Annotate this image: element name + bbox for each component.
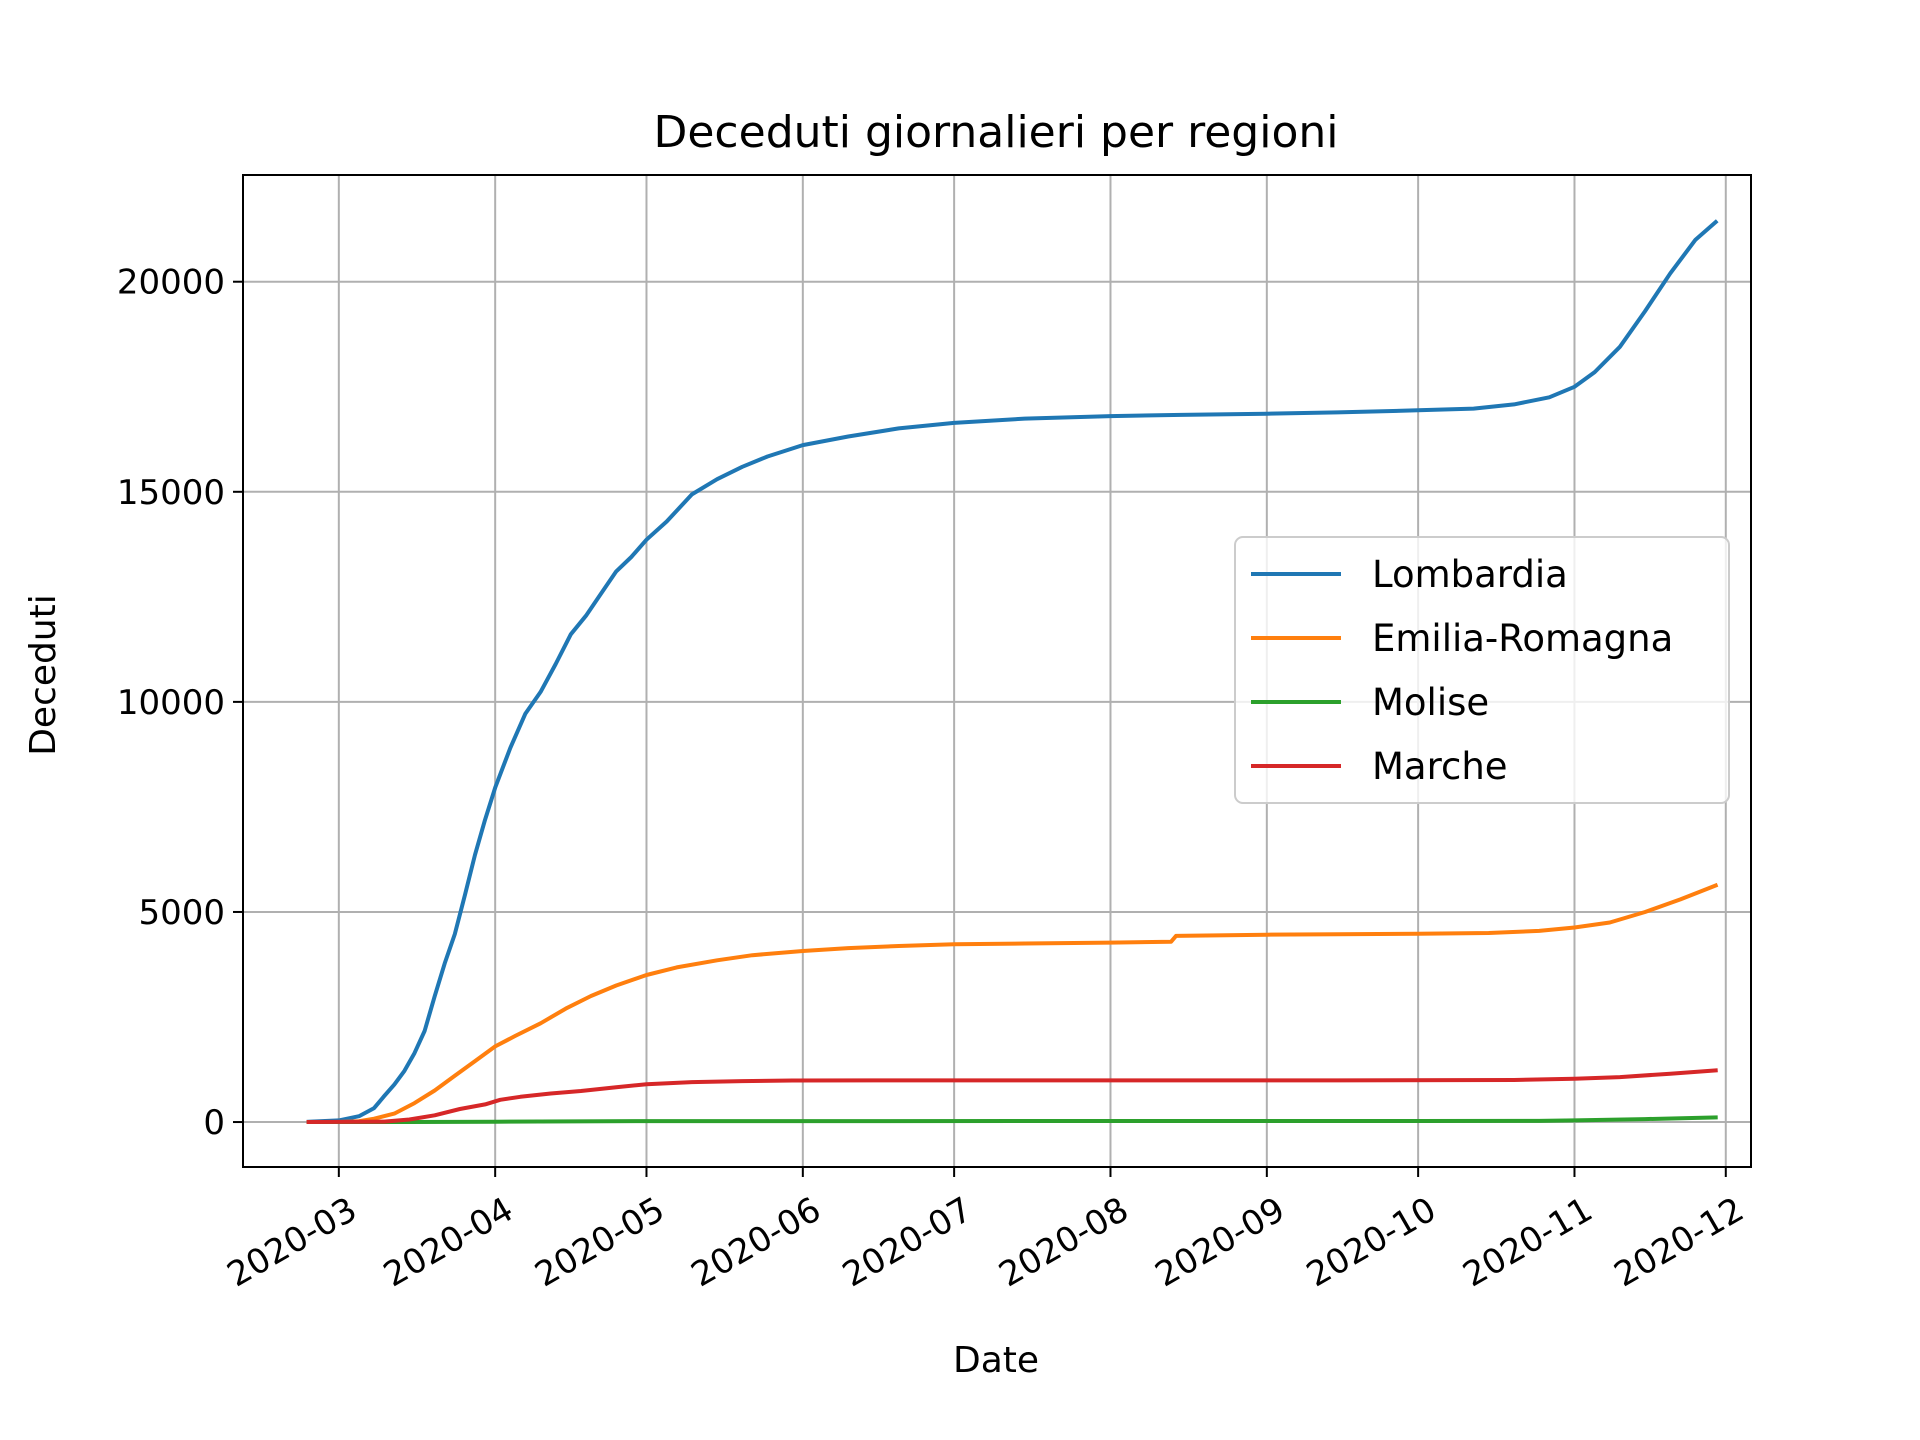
x-axis-label: Date — [953, 1340, 1039, 1381]
legend-label: Lombardia — [1372, 553, 1568, 596]
y-tick-label: 0 — [203, 1103, 225, 1143]
legend-label: Marche — [1372, 745, 1508, 788]
y-tick-label: 5000 — [138, 893, 225, 933]
y-tick-label: 20000 — [117, 263, 225, 303]
plot-frame — [242, 174, 1752, 1168]
y-tick-label: 15000 — [117, 473, 225, 513]
y-axis-label: Deceduti — [23, 594, 64, 756]
series-line-emilia-romagna — [306, 882, 1719, 1124]
legend-box — [1234, 536, 1730, 804]
legend-label: Emilia-Romagna — [1372, 617, 1673, 660]
series-line-molise — [306, 1115, 1718, 1124]
series-lines — [306, 219, 1719, 1125]
series-line-marche — [306, 1068, 1718, 1125]
legend: Lombardia Emilia-Romagna Molise Marche — [1234, 536, 1730, 804]
y-tick-label: 10000 — [117, 683, 225, 723]
series-line-lombardia — [306, 219, 1719, 1124]
chart-title: Deceduti giornalieri per regioni — [653, 107, 1338, 158]
legend-label: Molise — [1372, 681, 1489, 724]
